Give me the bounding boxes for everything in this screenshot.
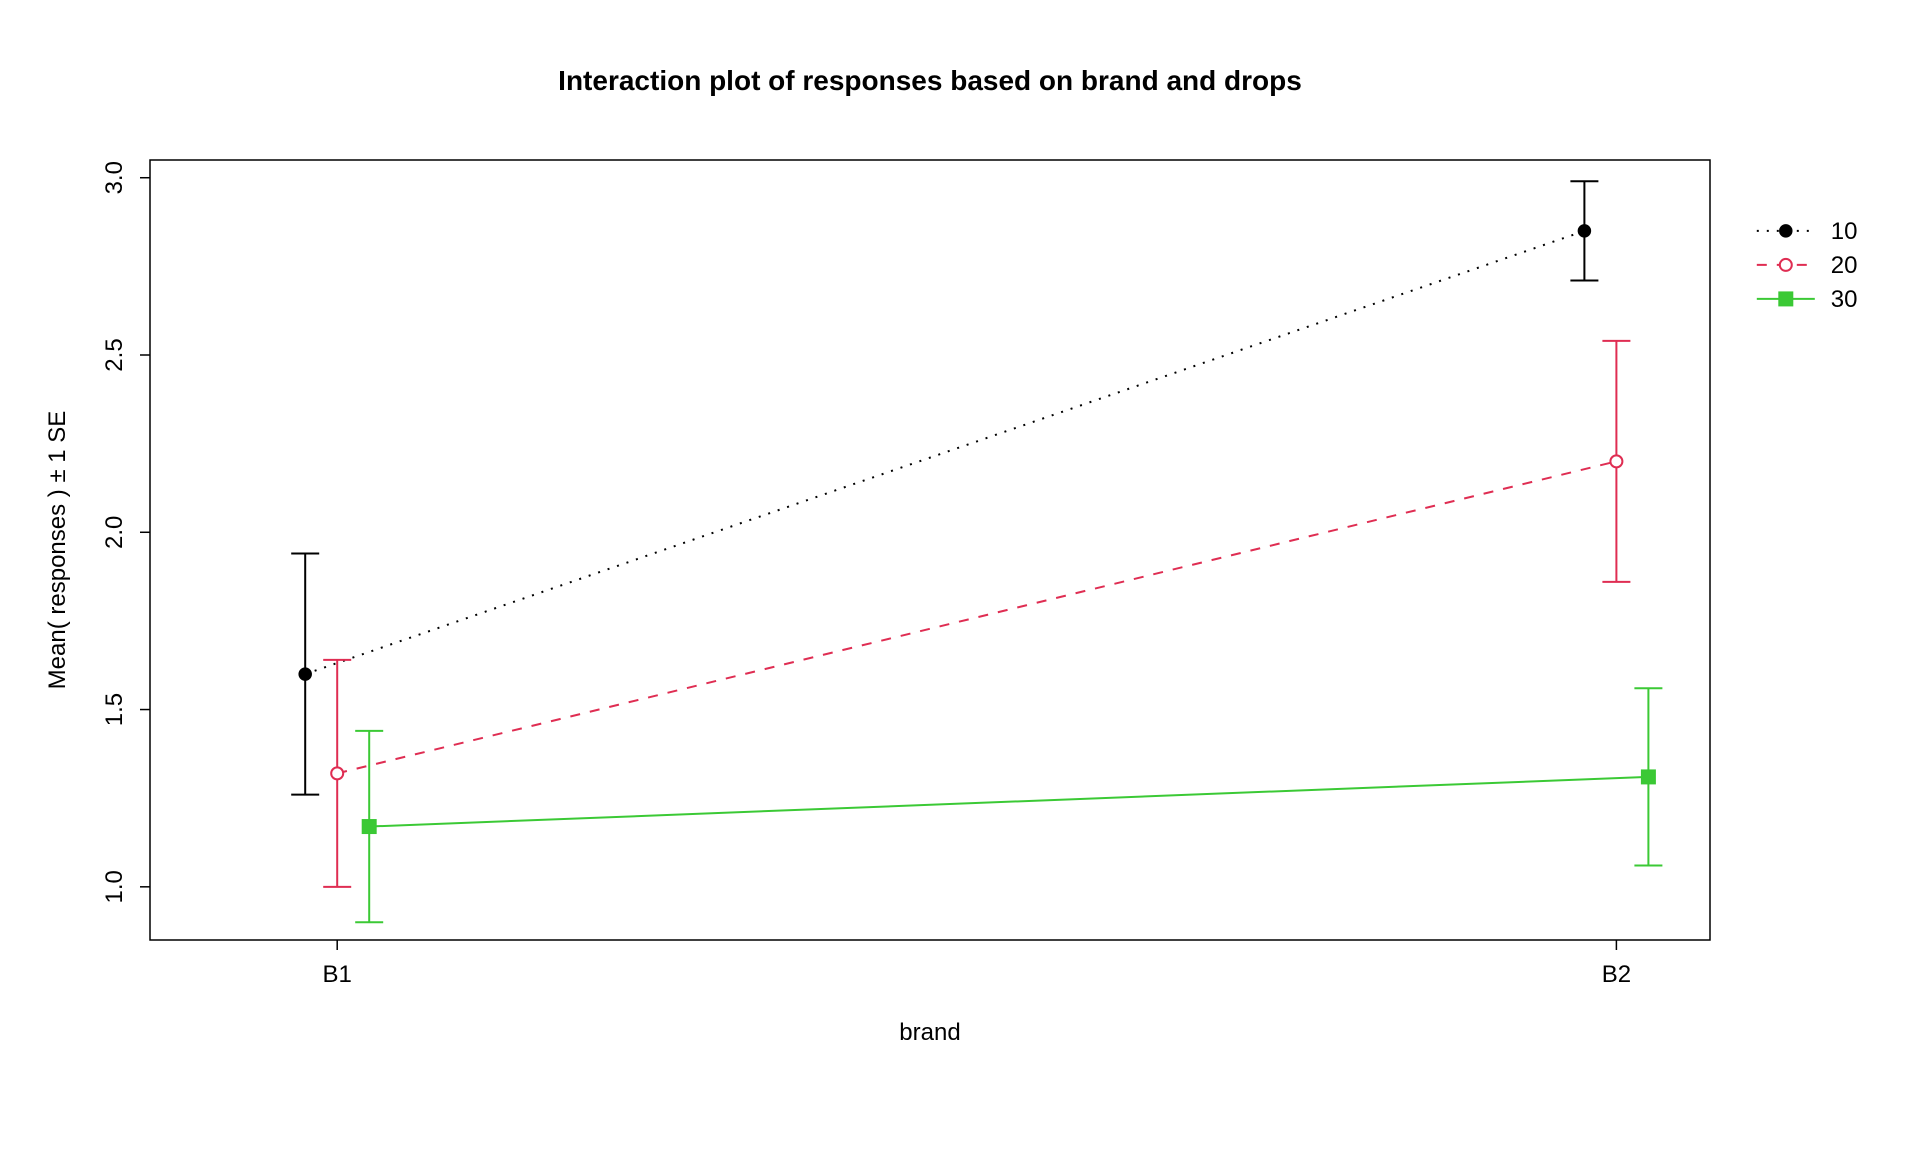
legend-label: 20 [1831,252,1858,279]
y-tick-label: 2.0 [101,516,128,549]
marker-circle-filled [1578,225,1590,237]
marker-circle-open [1780,259,1792,271]
marker-circle-open [1610,455,1622,467]
x-tick-label: B2 [1602,961,1631,988]
marker-circle-filled [299,668,311,680]
marker-circle-filled [1780,225,1792,237]
x-tick-label: B1 [323,961,352,988]
marker-circle-open [331,767,343,779]
y-tick-label: 1.0 [101,870,128,903]
y-axis-label: Mean( responses ) ± 1 SE [44,411,71,690]
marker-square-filled [1641,770,1655,784]
y-tick-label: 1.5 [101,693,128,726]
legend-label: 10 [1831,218,1858,245]
chart-stage: Interaction plot of responses based on b… [0,0,1920,1152]
y-tick-label: 2.5 [101,338,128,371]
y-tick-label: 3.0 [101,161,128,194]
interaction-plot: Interaction plot of responses based on b… [0,0,1920,1152]
x-axis-label: brand [899,1019,960,1046]
chart-title: Interaction plot of responses based on b… [558,65,1302,96]
legend-label: 30 [1831,286,1858,313]
marker-square-filled [362,820,376,834]
marker-square-filled [1779,292,1793,306]
